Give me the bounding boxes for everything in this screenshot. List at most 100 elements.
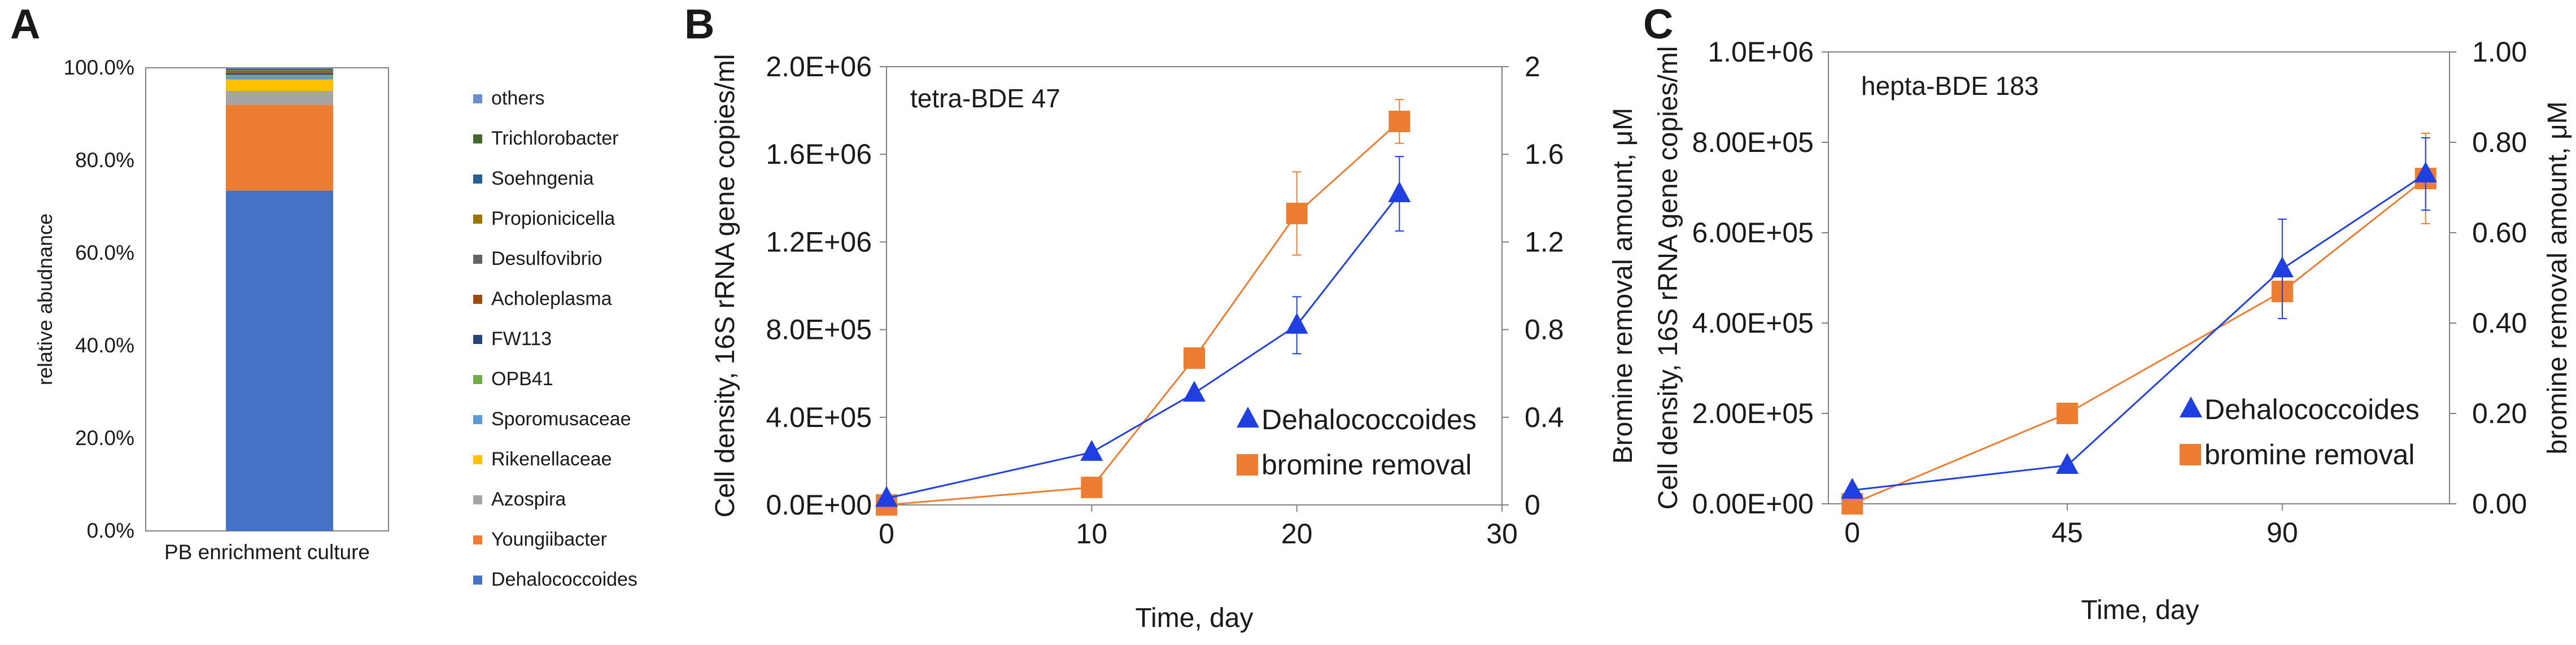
legend-label-others: others [491,88,545,109]
bar-segment-acholeplasma [226,72,333,73]
panel-c-axes: 0.00E+00 2.00E+05 4.00E+05 6.00E+05 8.00E+05… [1692,36,2527,548]
y-tick-label: 2.00E+05 [1692,398,1814,429]
y2-tick-label: 1.6 [1525,138,1564,170]
y-tick-label: 0.0% [87,519,134,542]
y-tick-label: 6.00E+05 [1692,217,1814,249]
y2-tick-label: 2 [1525,51,1540,82]
panel-b-x-axis-label: Time, day [1136,603,1254,633]
bar-segment-azospira [226,91,333,105]
panel-b-legend: Dehalococcoides bromine removal [1237,404,1477,481]
y-tick-label: 60.0% [75,241,134,264]
marker-square [1184,347,1205,369]
y-tick-label: 8.0E+05 [766,314,872,346]
y-tick-label: 80.0% [75,149,134,172]
x-tick-label: 0 [1844,517,1860,548]
y-tick-label: 4.0E+05 [766,402,872,433]
legend-label-bromine-removal: bromine removal [2204,439,2415,470]
bar-segment-desulfovibrio [226,71,333,73]
bar-segment-dehalococcoides [226,190,333,531]
panel-a-legend: others Trichlorobacter Soehngenia Propionic… [473,88,638,590]
x-tick-label: 10 [1076,518,1108,550]
legend-label-sporomusaceae: Sporomusaceae [491,408,631,430]
bar-segment-soehngenia [226,69,333,71]
bar-segment-youngiibacter [226,104,333,191]
y-tick-label: 20.0% [75,426,134,450]
legend-label-dehalococcoides: Dehalococcoides [1261,404,1477,435]
marker-triangle [2056,453,2079,474]
panel-a-bar-segments [226,68,333,531]
x-tick-label: 45 [2051,517,2083,548]
x-tick-label: 30 [1486,518,1518,550]
x-tick-label: 20 [1281,518,1313,550]
marker-square [2057,403,2079,424]
series-line-bromine-removal [1852,177,2426,505]
y-tick-label: 0.00E+00 [1692,488,1814,520]
panel-letter-c: C [1643,1,1673,47]
x-tick-label: 90 [2267,517,2298,548]
legend-label-desulfovibrio: Desulfovibrio [491,248,602,269]
legend-label-opb41: OPB41 [491,368,553,390]
y-tick-label: 2.0E+06 [766,51,872,82]
panel-c-line-chart: hepta-BDE 183 0.00E+00 2.00E+05 4.00E+05 6.… [1653,36,2573,625]
panel-letter-b: B [684,1,714,47]
panel-c-x-axis-label: Time, day [2081,595,2199,625]
legend-label-youngiibacter: Youngiibacter [491,529,607,550]
series-line-dehalococcoides [1852,173,2426,491]
y2-tick-label: 0.40 [2472,307,2527,339]
y-tick-label: 0.0E+00 [766,489,872,521]
bar-segment-rikenellaceae [226,79,333,91]
y2-tick-label: 0.60 [2472,217,2527,249]
marker-square [1286,202,1308,224]
legend-label-dehalococcoides: Dehalococcoides [2204,394,2420,425]
marker-square [1081,476,1103,498]
legend-swatch-others [473,94,482,103]
marker-triangle [1080,439,1103,461]
marker-triangle [1841,478,1864,499]
y2-tick-label: 0.20 [2472,398,2527,429]
legend-marker-triangle [1237,407,1259,428]
panel-c-legend: Dehalococcoides bromine removal [2180,394,2420,470]
legend-label-rikenellaceae: Rikenellaceae [491,448,612,470]
legend-swatch-soehngenia [473,175,482,184]
legend-swatch-dehalococcoides [473,576,482,585]
bar-segment-others [226,68,333,69]
legend-label-trichlorobacter: Trichlorobacter [491,128,618,149]
panel-a-stacked-bar-chart: 0.0% 20.0% 40.0% 60.0% 80.0% 100.0% PB enrich… [33,56,638,590]
marker-triangle [1388,181,1411,203]
marker-triangle [2414,162,2437,182]
marker-triangle [875,486,898,507]
panel-c-y-axis-label: Cell density, 16S rRNA gene copies/ml [1653,46,1683,510]
y-tick-label: 1.0E+06 [1708,36,1814,68]
y2-tick-label: 0 [1525,489,1540,521]
bar-segment-propionicicella [226,70,333,71]
legend-marker-square [2180,444,2201,465]
panel-c-plot-frame [1828,51,2450,504]
panel-c-title: hepta-BDE 183 [1861,71,2039,101]
panel-b-title: tetra-BDE 47 [910,84,1060,113]
legend-label-acholeplasma: Acholeplasma [491,288,612,310]
legend-label-azospira: Azospira [491,489,566,510]
y2-tick-label: 0.80 [2472,127,2527,158]
legend-swatch-acholeplasma [473,295,482,304]
panel-c-y2-axis-label: bromine removal amount, μM [2543,101,2573,454]
legend-swatch-propionicicella [473,215,482,224]
legend-marker-square [1237,454,1258,476]
panel-b-axes: 0.0E+00 4.0E+05 8.0E+05 1.2E+06 1.6E+06 2.0E+… [766,51,1564,550]
y2-tick-label: 0.8 [1525,314,1564,346]
legend-swatch-youngiibacter [473,535,482,544]
panel-a-y-tick-labels: 0.0% 20.0% 40.0% 60.0% 80.0% 100.0% [64,56,135,542]
marker-triangle [1183,381,1206,402]
panel-b-y-axis-label: Cell density, 16S rRNA gene copies/ml [710,54,740,518]
panel-c-series [1841,133,2437,515]
y2-tick-label: 0.4 [1525,402,1564,433]
legend-swatch-opb41 [473,375,482,384]
legend-swatch-trichlorobacter [473,134,482,143]
legend-label-propionicicella: Propionicicella [491,208,615,229]
x-tick-label: 0 [879,518,894,550]
legend-swatch-sporomusaceae [473,415,482,424]
legend-label-fw113: FW113 [491,328,552,350]
panel-b-y2-axis-label: Bromine removal amount, μM [1608,108,1638,464]
marker-triangle [1285,312,1308,334]
y-tick-label: 4.00E+05 [1692,307,1814,339]
